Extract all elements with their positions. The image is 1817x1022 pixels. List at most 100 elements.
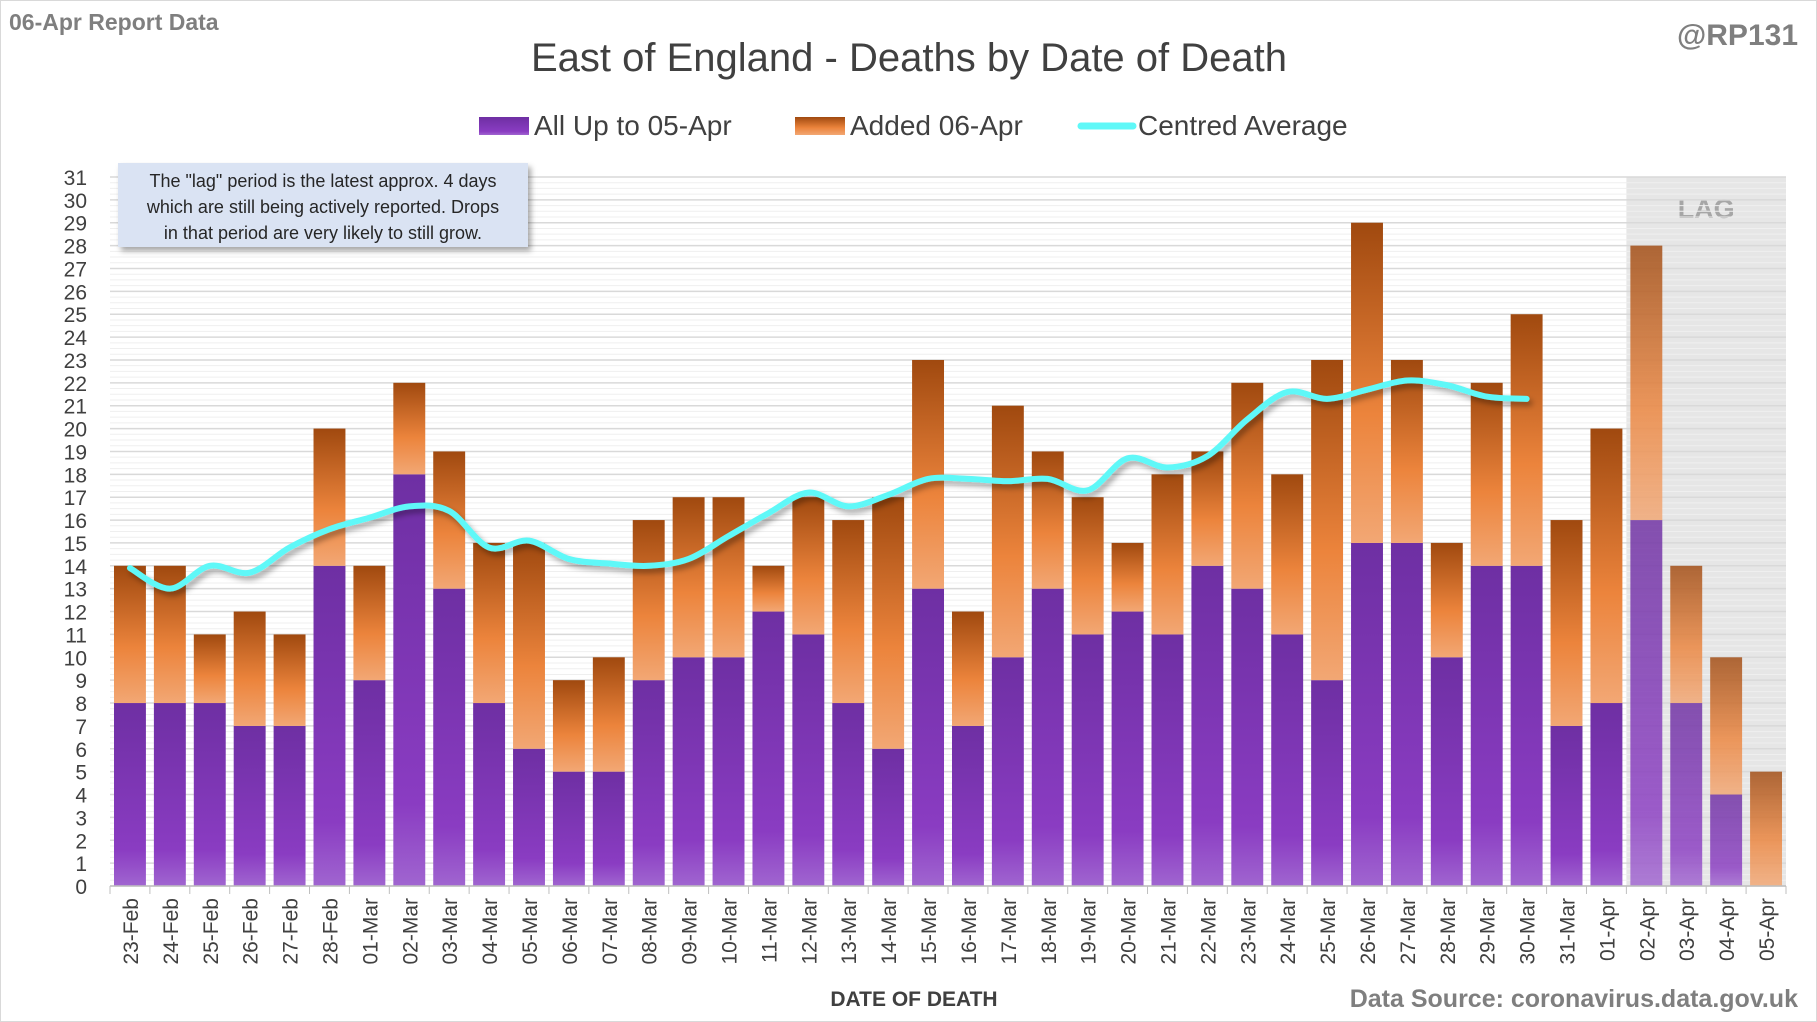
bar-all-05-Mar <box>513 748 545 886</box>
bar-group-13-Mar <box>832 520 865 886</box>
bar-added-01-Apr <box>1590 428 1623 704</box>
bar-added-25-Feb <box>193 634 226 704</box>
annotation-line: in that period are very likely to still … <box>164 223 482 243</box>
bar-added-30-Mar <box>1510 314 1543 566</box>
bar-all-29-Mar <box>1470 565 1503 886</box>
x-tick-label: 24-Feb <box>160 898 183 965</box>
bar-added-27-Feb <box>273 634 306 726</box>
bar-added-08-Mar <box>632 520 665 681</box>
x-tick-label: 11-Mar <box>758 898 781 963</box>
bar-added-02-Mar <box>393 382 426 475</box>
bar-all-28-Feb <box>313 565 346 886</box>
x-tick-label: 17-Mar <box>998 898 1021 965</box>
y-tick-label: 13 <box>64 579 87 602</box>
bar-all-02-Mar <box>393 474 426 886</box>
y-tick-label: 10 <box>64 647 87 670</box>
y-tick-label: 2 <box>75 830 87 853</box>
y-tick-label: 22 <box>64 373 87 396</box>
bar-group-15-Mar <box>912 359 945 886</box>
annotation-line: The "lag" period is the latest approx. 4… <box>150 171 497 191</box>
y-tick-label: 29 <box>64 213 87 236</box>
bar-group-25-Mar <box>1311 359 1344 886</box>
bar-all-01-Mar <box>353 680 386 886</box>
bar-all-19-Mar <box>1071 634 1104 886</box>
bar-all-10-Mar <box>712 657 745 886</box>
x-tick-label: 24-Mar <box>1277 898 1300 965</box>
bar-added-21-Mar <box>1151 474 1184 635</box>
bar-added-04-Apr <box>1710 657 1743 795</box>
legend-label-1: Added 06-Apr <box>850 110 1023 141</box>
bar-all-04-Mar <box>473 703 506 886</box>
bar-added-22-Mar <box>1191 451 1224 566</box>
bar-group-22-Mar <box>1191 451 1224 886</box>
y-tick-label: 5 <box>75 762 87 785</box>
bar-all-02-Apr <box>1630 520 1663 886</box>
x-tick-label: 16-Mar <box>958 898 981 965</box>
x-tick-label: 02-Apr <box>1636 898 1659 961</box>
bar-added-05-Apr <box>1750 771 1783 886</box>
x-tick-label: 25-Mar <box>1317 898 1340 965</box>
bar-group-28-Mar <box>1430 542 1463 886</box>
lag-annotation: The "lag" period is the latest approx. 4… <box>118 163 528 247</box>
bar-added-25-Mar <box>1311 359 1344 681</box>
y-tick-label: 26 <box>64 281 87 304</box>
bar-group-19-Mar <box>1071 497 1104 886</box>
bar-all-27-Feb <box>273 725 306 886</box>
x-tick-label: 01-Apr <box>1596 898 1619 961</box>
bar-all-15-Mar <box>912 588 945 886</box>
bar-added-26-Mar <box>1351 222 1383 543</box>
x-tick-label: 04-Mar <box>479 898 502 965</box>
bar-all-16-Mar <box>951 725 984 886</box>
bar-group-10-Mar <box>712 497 745 886</box>
bar-all-23-Mar <box>1231 588 1264 886</box>
bar-group-08-Mar <box>632 520 665 886</box>
x-tick-label: 03-Mar <box>439 898 462 965</box>
y-tick-label: 18 <box>64 464 87 487</box>
bar-added-26-Feb <box>233 611 266 726</box>
x-tick-label: 15-Mar <box>918 898 941 965</box>
y-tick-label: 0 <box>75 876 87 899</box>
bar-all-27-Mar <box>1390 542 1423 886</box>
legend-swatch-1 <box>795 117 845 135</box>
bar-group-24-Feb <box>153 565 186 886</box>
annotation-box <box>118 163 528 247</box>
bar-added-27-Mar <box>1390 359 1423 543</box>
x-tick-label: 21-Mar <box>1157 898 1180 965</box>
bar-all-31-Mar <box>1550 725 1583 886</box>
x-tick-label: 05-Apr <box>1756 898 1779 961</box>
bar-added-03-Apr <box>1670 565 1703 704</box>
bar-all-26-Feb <box>233 725 266 886</box>
y-tick-label: 7 <box>75 716 87 739</box>
x-tick-label: 13-Mar <box>838 898 861 965</box>
bar-all-11-Mar <box>752 611 785 886</box>
y-tick-label: 24 <box>64 327 88 350</box>
y-tick-label: 23 <box>64 350 87 373</box>
x-tick-label: 30-Mar <box>1517 898 1540 965</box>
bar-all-24-Mar <box>1271 634 1304 886</box>
x-tick-label: 26-Mar <box>1357 898 1380 965</box>
bar-all-09-Mar <box>672 657 705 886</box>
x-axis-title: DATE OF DEATH <box>830 988 997 1011</box>
bar-added-13-Mar <box>832 520 865 704</box>
bar-group-03-Apr <box>1670 565 1703 886</box>
bar-all-12-Mar <box>792 634 825 886</box>
bar-group-26-Mar <box>1351 222 1383 886</box>
bar-group-25-Feb <box>193 634 226 886</box>
x-tick-label: 18-Mar <box>1038 898 1061 965</box>
y-tick-label: 9 <box>75 670 87 693</box>
x-tick-label: 26-Feb <box>240 898 263 965</box>
y-tick-label: 19 <box>64 441 87 464</box>
bar-group-20-Mar <box>1111 542 1144 886</box>
bar-all-28-Mar <box>1430 657 1463 886</box>
bar-all-17-Mar <box>991 657 1024 886</box>
bar-added-31-Mar <box>1550 520 1583 726</box>
bar-group-26-Feb <box>233 611 266 886</box>
bar-group-11-Mar <box>752 565 785 886</box>
bar-group-09-Mar <box>672 497 705 886</box>
bar-all-06-Mar <box>552 771 585 886</box>
x-tick-label: 05-Mar <box>519 898 542 965</box>
y-tick-label: 3 <box>75 807 87 830</box>
bar-group-24-Mar <box>1271 474 1304 886</box>
bar-all-26-Mar <box>1351 542 1383 886</box>
